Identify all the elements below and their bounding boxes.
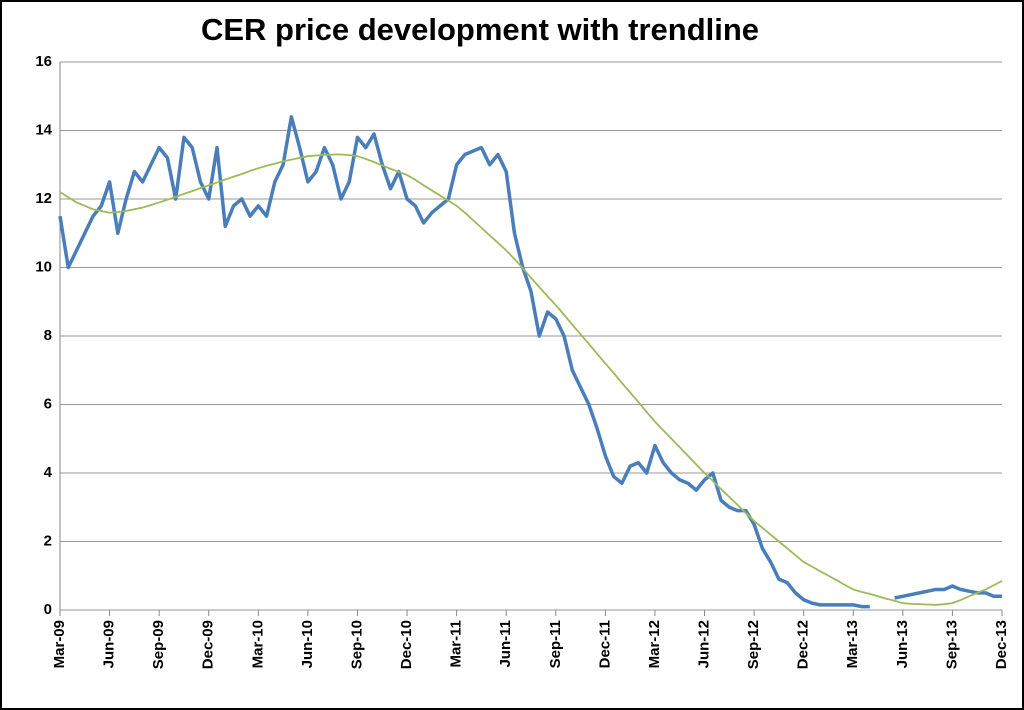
x-tick-label: Sep-10 bbox=[348, 620, 365, 669]
x-tick-label: Dec-09 bbox=[200, 620, 217, 669]
chart-title: CER price development with trendline bbox=[201, 12, 759, 47]
y-tick-label: 0 bbox=[44, 601, 52, 618]
x-tick-label: Sep-13 bbox=[943, 620, 960, 669]
y-tick-label: 10 bbox=[35, 258, 52, 275]
x-tick-label: Sep-11 bbox=[547, 620, 564, 668]
series-line bbox=[59, 153, 1003, 606]
x-tick-label: Jun-11 bbox=[497, 620, 514, 668]
x-tick-label: Mar-11 bbox=[448, 620, 465, 668]
x-tick-label: Mar-13 bbox=[844, 620, 861, 668]
x-tick-label: Sep-12 bbox=[745, 620, 762, 669]
x-tick-label: Jun-13 bbox=[894, 620, 911, 668]
x-tick-label: Dec-11 bbox=[596, 620, 613, 668]
x-tick-label: Jun-09 bbox=[101, 620, 118, 668]
series-line bbox=[58, 115, 1002, 609]
x-tick-label: Mar-09 bbox=[51, 620, 68, 668]
x-tick-label: Dec-12 bbox=[795, 620, 812, 669]
y-tick-label: 2 bbox=[44, 532, 52, 549]
x-tick-label: Mar-12 bbox=[646, 620, 663, 668]
x-tick-label: Dec-10 bbox=[398, 620, 415, 669]
y-tick-label: 8 bbox=[44, 327, 52, 344]
y-tick-label: 14 bbox=[35, 121, 52, 138]
y-tick-label: 16 bbox=[35, 53, 52, 70]
y-tick-label: 12 bbox=[35, 190, 52, 207]
x-tick-label: Jun-10 bbox=[299, 620, 316, 668]
y-tick-label: 6 bbox=[44, 395, 52, 412]
x-tick-label: Jun-12 bbox=[695, 620, 712, 668]
x-tick-label: Dec-13 bbox=[993, 620, 1010, 669]
x-tick-label: Sep-09 bbox=[150, 620, 167, 669]
x-tick-label: Mar-10 bbox=[249, 620, 266, 668]
y-tick-label: 4 bbox=[44, 464, 53, 481]
